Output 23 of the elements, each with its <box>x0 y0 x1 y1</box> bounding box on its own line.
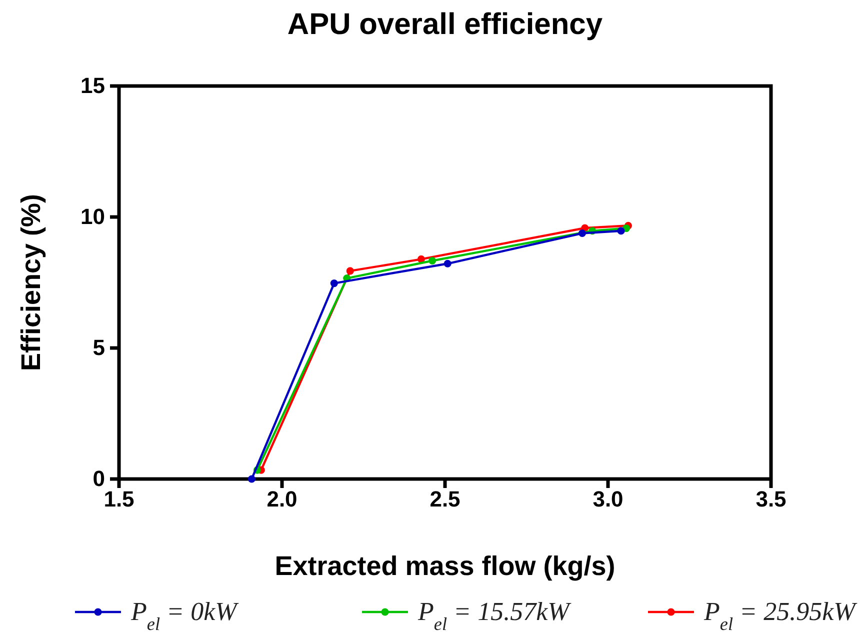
x-tick-label: 1.5 <box>104 486 134 512</box>
legend-label: P$_{el}$ = 0kW <box>130 597 240 634</box>
point <box>330 280 338 288</box>
y-tick-label: 0 <box>92 466 105 492</box>
point <box>417 255 425 263</box>
point <box>248 475 256 483</box>
point <box>578 229 586 238</box>
y-axis-title: Efficiency (%) <box>16 194 46 372</box>
point <box>346 267 354 275</box>
y-tick-label: 10 <box>80 204 105 230</box>
y-tick-label: 15 <box>80 73 105 98</box>
point <box>617 227 625 235</box>
chart-title: APU overall efficiency <box>287 8 603 41</box>
point <box>444 260 452 268</box>
point <box>428 256 436 265</box>
legend-label: P$_{el}$ = 15.57kW <box>417 597 572 634</box>
x-tick-label: 2.5 <box>430 486 460 512</box>
legend-label: P$_{el}$ = 25.95kW <box>703 597 858 634</box>
y-tick-label: 5 <box>92 335 105 360</box>
x-tick-label: 3.5 <box>756 486 786 512</box>
x-tick-label: 3.0 <box>592 486 624 512</box>
x-axis-title: Extracted mass flow (kg/s) <box>274 551 616 581</box>
x-tick-label: 2.0 <box>266 486 298 512</box>
